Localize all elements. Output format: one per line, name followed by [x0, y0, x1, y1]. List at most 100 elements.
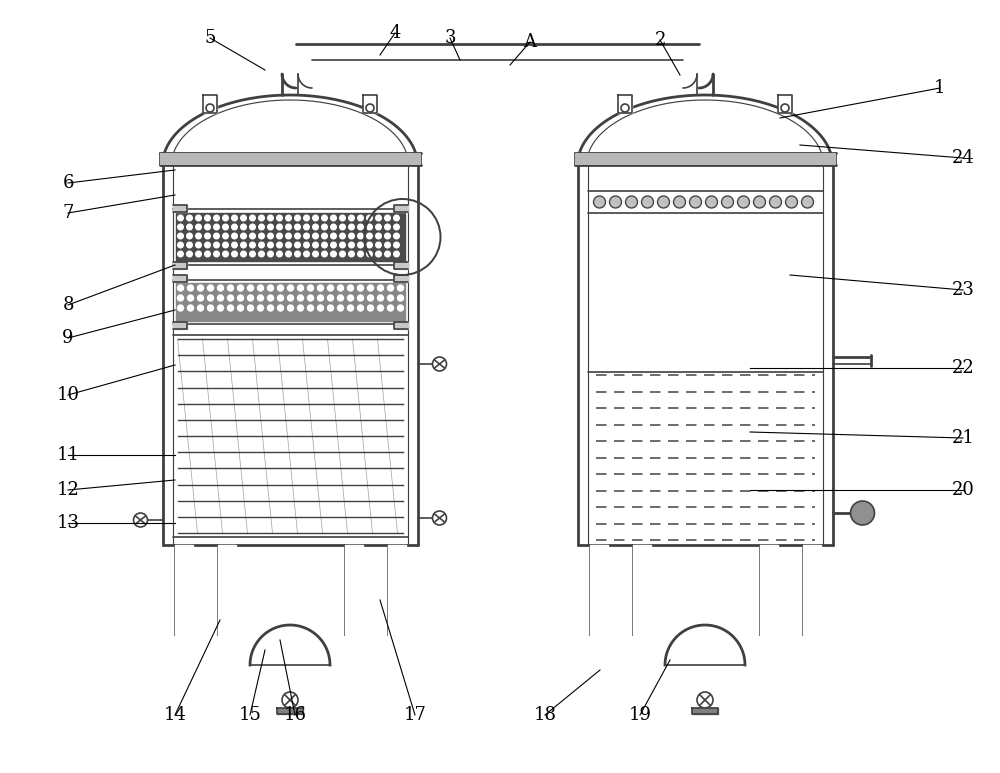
Circle shape [313, 215, 318, 221]
Circle shape [313, 233, 318, 239]
Circle shape [331, 224, 336, 230]
Circle shape [394, 233, 399, 239]
Circle shape [248, 295, 254, 301]
Circle shape [313, 242, 318, 248]
Circle shape [367, 242, 372, 248]
Circle shape [338, 285, 344, 291]
Circle shape [259, 242, 264, 248]
Circle shape [367, 224, 372, 230]
Circle shape [241, 224, 246, 230]
Text: 23: 23 [952, 281, 974, 299]
Circle shape [250, 215, 255, 221]
Circle shape [278, 295, 284, 301]
Circle shape [277, 251, 282, 257]
Text: 15: 15 [239, 706, 261, 724]
Text: 13: 13 [57, 514, 80, 532]
Circle shape [205, 224, 210, 230]
Circle shape [378, 305, 384, 311]
Circle shape [208, 305, 214, 311]
Circle shape [282, 692, 298, 708]
Circle shape [178, 233, 183, 239]
Circle shape [178, 295, 184, 301]
Circle shape [205, 242, 210, 248]
Circle shape [258, 305, 264, 311]
Circle shape [385, 242, 390, 248]
Circle shape [259, 251, 264, 257]
Circle shape [277, 215, 282, 221]
Circle shape [228, 295, 234, 301]
Circle shape [331, 233, 336, 239]
Text: 18: 18 [534, 706, 556, 724]
Circle shape [259, 233, 264, 239]
Circle shape [178, 305, 184, 311]
Circle shape [288, 285, 294, 291]
Circle shape [340, 233, 345, 239]
Text: 24: 24 [952, 149, 974, 167]
Circle shape [248, 305, 254, 311]
Circle shape [214, 242, 219, 248]
Circle shape [366, 104, 374, 112]
Text: A: A [524, 33, 536, 51]
Circle shape [358, 305, 364, 311]
Circle shape [318, 285, 324, 291]
Circle shape [277, 224, 282, 230]
Circle shape [228, 285, 234, 291]
Circle shape [358, 242, 363, 248]
Circle shape [259, 215, 264, 221]
Circle shape [358, 233, 363, 239]
Circle shape [626, 196, 638, 208]
Text: 3: 3 [444, 29, 456, 47]
Circle shape [304, 233, 309, 239]
Circle shape [178, 285, 184, 291]
Circle shape [398, 295, 404, 301]
Circle shape [187, 224, 192, 230]
Circle shape [348, 305, 354, 311]
Circle shape [388, 285, 394, 291]
Circle shape [388, 305, 394, 311]
Text: 16: 16 [284, 706, 307, 724]
Circle shape [394, 215, 399, 221]
Circle shape [198, 285, 204, 291]
Circle shape [385, 215, 390, 221]
Circle shape [295, 215, 300, 221]
Circle shape [368, 285, 374, 291]
Circle shape [313, 224, 318, 230]
Circle shape [278, 305, 284, 311]
Text: 2: 2 [654, 31, 666, 49]
Circle shape [340, 224, 345, 230]
Circle shape [754, 196, 766, 208]
Circle shape [394, 224, 399, 230]
Circle shape [322, 224, 327, 230]
Circle shape [277, 233, 282, 239]
Circle shape [786, 196, 798, 208]
Circle shape [223, 242, 228, 248]
Text: 20: 20 [952, 481, 974, 499]
Circle shape [385, 251, 390, 257]
Circle shape [358, 295, 364, 301]
Circle shape [349, 242, 354, 248]
Circle shape [196, 251, 201, 257]
Circle shape [295, 233, 300, 239]
Circle shape [313, 251, 318, 257]
Circle shape [278, 285, 284, 291]
Circle shape [349, 233, 354, 239]
Circle shape [238, 295, 244, 301]
Circle shape [286, 233, 291, 239]
Circle shape [250, 233, 255, 239]
Text: 19: 19 [629, 706, 652, 724]
Circle shape [228, 305, 234, 311]
Text: 11: 11 [57, 446, 80, 464]
Circle shape [241, 251, 246, 257]
Circle shape [770, 196, 782, 208]
Circle shape [295, 251, 300, 257]
Circle shape [288, 305, 294, 311]
Circle shape [388, 295, 394, 301]
Text: 17: 17 [404, 706, 426, 724]
Circle shape [198, 305, 204, 311]
Circle shape [187, 233, 192, 239]
Circle shape [398, 305, 404, 311]
Circle shape [205, 215, 210, 221]
Circle shape [690, 196, 702, 208]
Circle shape [802, 196, 814, 208]
Circle shape [349, 251, 354, 257]
